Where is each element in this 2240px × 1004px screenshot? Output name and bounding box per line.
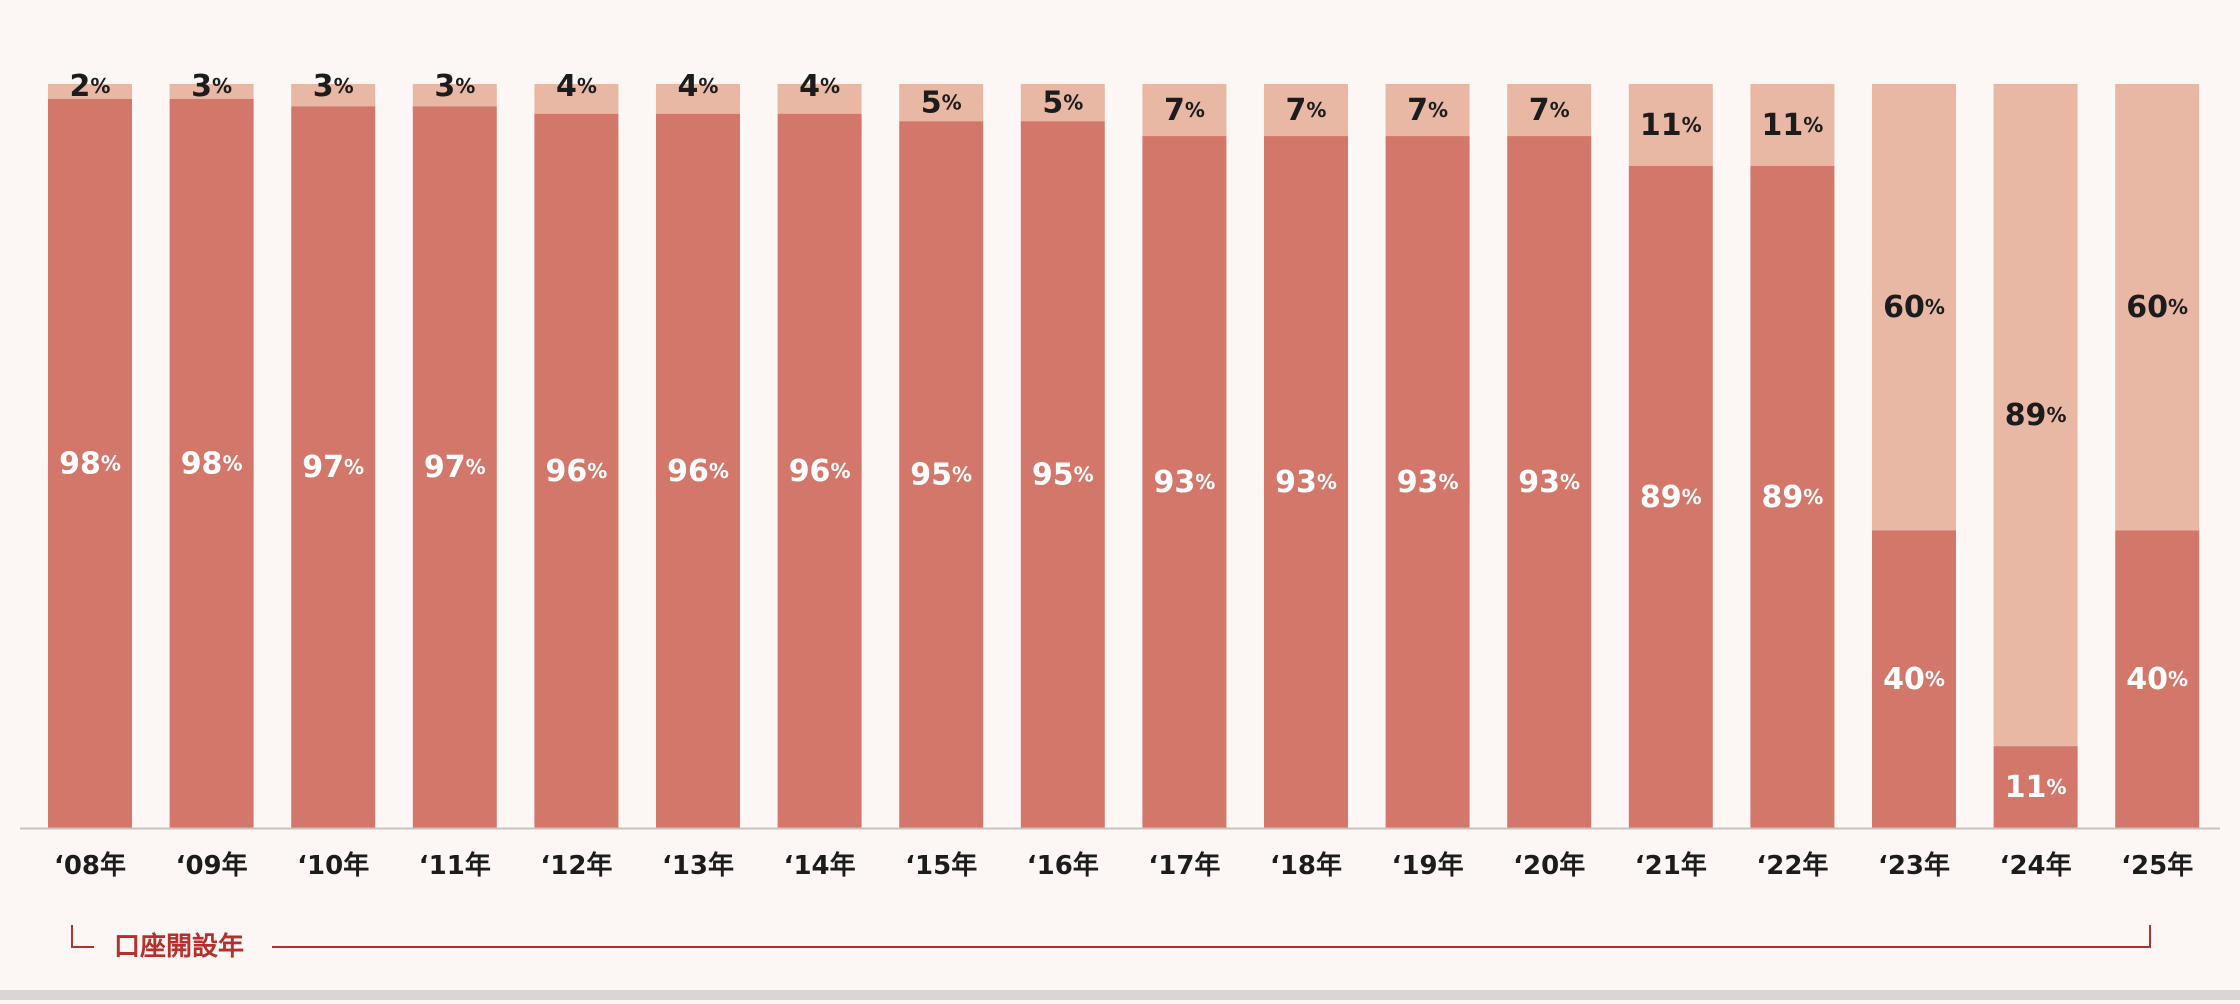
bar-segment-top-3 xyxy=(412,84,497,107)
data-label-bottom-8: 95% xyxy=(1032,457,1094,492)
data-label-top-12: 7% xyxy=(1529,93,1570,128)
bar-segment-top-17 xyxy=(2115,84,2200,531)
x-tick-label-17: ‘25年 xyxy=(2121,850,2193,881)
data-label-bottom-2: 97% xyxy=(302,450,364,485)
bar-segment-top-14 xyxy=(1750,84,1835,166)
data-label-top-15: 60% xyxy=(1883,290,1945,325)
x-tick-label-4: ‘12年 xyxy=(540,850,612,881)
data-label-top-14: 11% xyxy=(1762,107,1824,142)
bar-segment-top-1 xyxy=(169,84,254,99)
bar-segment-bottom-6 xyxy=(777,113,862,828)
x-tick-label-8: ‘16年 xyxy=(1027,850,1099,881)
bar-segment-bottom-14 xyxy=(1750,165,1835,829)
data-label-top-4: 4% xyxy=(556,69,597,104)
bar-segment-bottom-13 xyxy=(1628,165,1713,829)
bar-segment-bottom-17 xyxy=(2115,530,2200,828)
x-tick-label-3: ‘11年 xyxy=(419,850,491,881)
data-label-bottom-14: 89% xyxy=(1762,479,1824,514)
data-label-top-11: 7% xyxy=(1407,93,1448,128)
x-tick-label-11: ‘19年 xyxy=(1392,850,1464,881)
x-tick-label-1: ‘09年 xyxy=(176,850,248,881)
bar-segment-bottom-7 xyxy=(899,121,984,828)
bracket-left-corner xyxy=(71,925,94,948)
bar-segment-top-10 xyxy=(1264,84,1348,137)
x-tick-label-9: ‘17年 xyxy=(1148,850,1220,881)
bar-segment-bottom-0 xyxy=(48,98,132,828)
bottom-strip xyxy=(0,990,2240,1000)
bar-segment-bottom-2 xyxy=(291,106,376,828)
data-label-top-13: 11% xyxy=(1640,107,1702,142)
bar-segment-top-2 xyxy=(291,84,376,107)
data-label-top-1: 3% xyxy=(191,69,232,104)
bar-segment-top-13 xyxy=(1628,84,1713,166)
data-label-bottom-9: 93% xyxy=(1154,465,1216,500)
bar-segment-top-7 xyxy=(899,84,984,122)
data-label-bottom-3: 97% xyxy=(424,450,486,485)
bar-segment-bottom-16 xyxy=(1993,746,2078,828)
bar-segment-top-8 xyxy=(1020,84,1105,122)
bar-segment-bottom-9 xyxy=(1142,136,1227,828)
bar-segment-top-6 xyxy=(777,84,862,114)
data-label-bottom-13: 89% xyxy=(1640,479,1702,514)
data-label-bottom-10: 93% xyxy=(1275,465,1337,500)
data-label-bottom-1: 98% xyxy=(181,446,243,481)
bar-segment-top-16 xyxy=(1993,84,2078,747)
data-label-bottom-16: 11% xyxy=(2005,770,2067,805)
x-tick-label-6: ‘14年 xyxy=(784,850,856,881)
x-tick-label-14: ‘22年 xyxy=(1756,850,1828,881)
data-label-top-5: 4% xyxy=(678,69,719,104)
data-label-top-3: 3% xyxy=(434,69,475,104)
x-tick-label-0: ‘08年 xyxy=(54,850,126,881)
x-tick-label-16: ‘24年 xyxy=(2000,850,2072,881)
data-label-bottom-17: 40% xyxy=(2126,662,2188,697)
bar-segment-top-0 xyxy=(48,84,132,99)
x-tick-label-12: ‘20年 xyxy=(1513,850,1585,881)
bar-segment-bottom-10 xyxy=(1264,136,1348,828)
bar-segment-top-12 xyxy=(1507,84,1592,137)
x-tick-label-15: ‘23年 xyxy=(1878,850,1950,881)
data-label-bottom-5: 96% xyxy=(667,453,729,488)
data-label-top-17: 60% xyxy=(2126,290,2188,325)
bar-segment-bottom-11 xyxy=(1385,136,1470,828)
x-tick-label-10: ‘18年 xyxy=(1270,850,1342,881)
data-label-top-6: 4% xyxy=(799,69,840,104)
data-label-bottom-15: 40% xyxy=(1883,662,1945,697)
bar-segment-bottom-5 xyxy=(656,113,740,828)
bar-segment-top-9 xyxy=(1142,84,1227,137)
x-axis-bracket-label: 口座開設年 xyxy=(114,931,244,962)
bar-segment-bottom-12 xyxy=(1507,136,1592,828)
data-label-top-8: 5% xyxy=(1042,85,1083,120)
data-label-bottom-0: 98% xyxy=(59,446,121,481)
data-label-bottom-11: 93% xyxy=(1397,465,1459,500)
bracket-right-line xyxy=(272,925,2151,948)
data-label-bottom-7: 95% xyxy=(910,457,972,492)
data-label-bottom-6: 96% xyxy=(789,453,851,488)
x-tick-label-5: ‘13年 xyxy=(662,850,734,881)
bar-segment-top-5 xyxy=(656,84,740,114)
bar-segment-bottom-8 xyxy=(1020,121,1105,828)
x-tick-label-13: ‘21年 xyxy=(1635,850,1707,881)
data-label-top-0: 2% xyxy=(70,69,111,104)
data-label-top-16: 89% xyxy=(2005,398,2067,433)
x-tick-label-2: ‘10年 xyxy=(297,850,369,881)
bar-segment-bottom-4 xyxy=(534,113,619,828)
data-label-bottom-4: 96% xyxy=(546,453,608,488)
data-label-bottom-12: 93% xyxy=(1518,465,1580,500)
data-label-top-2: 3% xyxy=(313,69,354,104)
bar-segment-bottom-15 xyxy=(1872,530,1956,828)
bar-segment-top-15 xyxy=(1872,84,1956,531)
bar-segment-top-4 xyxy=(534,84,619,114)
bar-segment-top-11 xyxy=(1385,84,1470,137)
x-tick-label-7: ‘15年 xyxy=(905,850,977,881)
data-label-top-9: 7% xyxy=(1164,93,1205,128)
data-label-top-7: 5% xyxy=(921,85,962,120)
bar-segment-bottom-1 xyxy=(169,98,254,828)
bar-segment-bottom-3 xyxy=(412,106,497,828)
data-label-top-10: 7% xyxy=(1286,93,1327,128)
